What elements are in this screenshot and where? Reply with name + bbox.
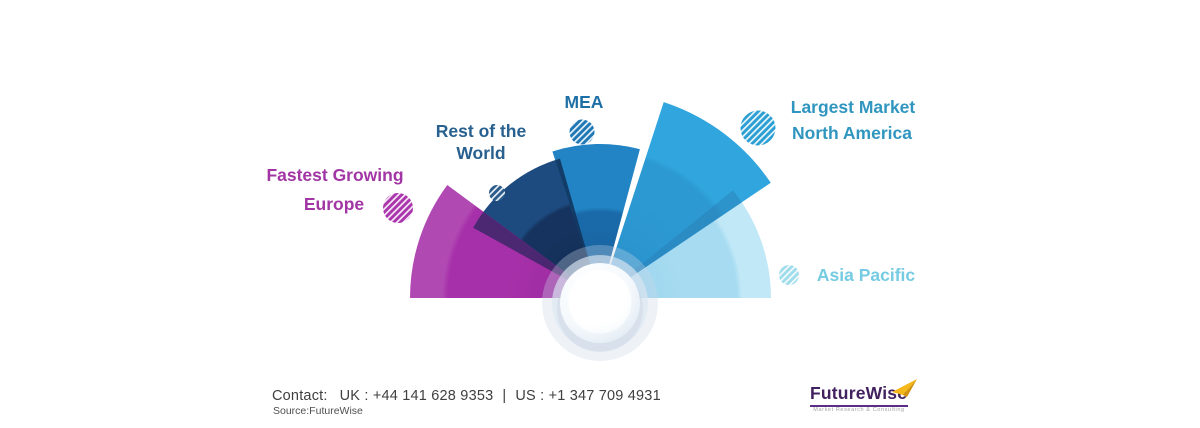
- sector-mea: [552, 143, 640, 298]
- label-europe-line2: Europe: [304, 194, 365, 214]
- contact-phone-us: US : +1 347 709 4931: [515, 388, 661, 404]
- label-asia-pacific-line1: Asia Pacific: [817, 265, 916, 285]
- label-north-america-line2: North America: [792, 123, 912, 143]
- contact-phone-uk: UK : +44 141 628 9353: [339, 388, 494, 404]
- logo-wordmark: FutureWise: [810, 383, 908, 403]
- paper-plane-wing: [892, 379, 917, 395]
- sector-north-america: [600, 102, 771, 298]
- source-note: Source:FutureWise: [273, 405, 363, 417]
- futurewise-logo: FutureWise Market Research & Consulting: [810, 379, 917, 413]
- contact-label: Contact:: [272, 388, 328, 404]
- hub-disc-highlight: [568, 270, 632, 334]
- legend-dot-rest-of-world: [489, 185, 505, 201]
- legend-dot-europe: [383, 193, 413, 223]
- contact-line: Contact: UK : +44 141 628 9353 | US : +1 34…: [272, 388, 661, 404]
- label-rest-of-world-line1: Rest of the: [436, 121, 527, 141]
- logo-tagline: Market Research & Consulting: [813, 407, 905, 413]
- label-mea-line1: MEA: [565, 92, 604, 112]
- paper-plane-icon: [892, 379, 917, 397]
- label-rest-of-world-line2: World: [456, 143, 505, 163]
- contact-separator: |: [502, 388, 507, 404]
- label-europe-line1: Fastest Growing: [266, 165, 403, 185]
- logo-underline: [810, 405, 908, 407]
- legend-dot-mea: [569, 119, 595, 145]
- sector-asia-pacific: [600, 190, 771, 298]
- legend-dot-asia-pacific: [779, 265, 799, 285]
- label-north-america-line1: Largest Market: [791, 97, 916, 117]
- paper-plane-fold: [903, 379, 917, 397]
- legend-dot-north-america: [740, 110, 776, 146]
